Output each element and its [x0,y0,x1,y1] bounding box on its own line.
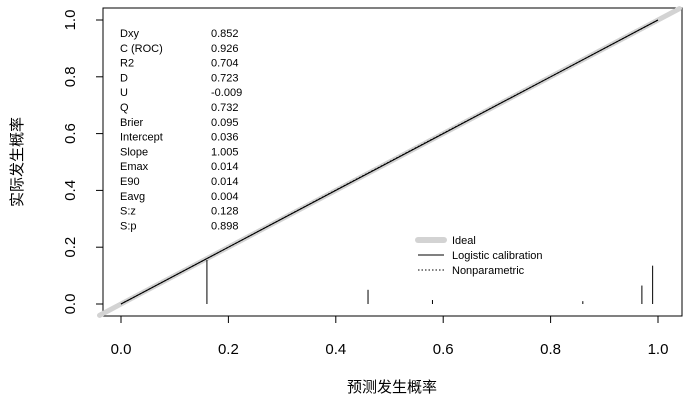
stat-value: 0.014 [211,176,239,188]
stat-name: E90 [120,176,140,188]
x-tick-label: 0.4 [325,341,346,358]
legend-label: Ideal [452,235,476,247]
stat-value: 0.128 [211,206,239,218]
y-tick-label: 0.6 [62,123,79,144]
stat-name: Q [120,102,129,114]
stat-name: Eavg [120,191,145,203]
stat-value: 0.095 [211,117,239,129]
stat-value: 0.898 [211,220,239,232]
x-tick-label: 0.2 [218,341,239,358]
stat-value: 1.005 [211,146,239,158]
y-tick-label: 0.4 [62,180,79,201]
stat-name: C (ROC) [120,43,163,55]
y-tick-label: 0.8 [62,66,79,87]
stat-value: 0.926 [211,43,239,55]
stat-name: S:z [120,206,136,218]
stat-name: S:p [120,220,137,232]
stat-value: 0.004 [211,191,239,203]
stat-value: 0.723 [211,72,239,84]
plot-frame [102,7,683,317]
x-tick-label: 0.8 [540,341,561,358]
stat-value: 0.732 [211,102,239,114]
x-axis-label: 预测发生概率 [347,378,437,396]
stat-value: -0.009 [211,87,242,99]
stat-value: 0.704 [211,58,239,70]
x-tick-label: 0.6 [433,341,454,358]
legend-label: Nonparametric [452,265,525,277]
stat-name: R2 [120,58,134,70]
y-tick-label: 0.2 [62,237,79,258]
stat-name: U [120,87,128,99]
stat-value: 0.036 [211,132,239,144]
y-tick-label: 0.0 [62,294,79,315]
stat-name: Dxy [120,28,139,40]
x-tick-label: 0.0 [111,341,132,358]
x-tick-label: 1.0 [648,341,669,358]
stat-name: Emax [120,161,149,173]
y-tick-label: 1.0 [62,10,79,31]
stat-name: Intercept [120,132,163,144]
stat-name: Brier [120,117,144,129]
stat-value: 0.852 [211,28,239,40]
series-line-1 [120,19,659,305]
stat-name: D [120,72,128,84]
legend-label: Logistic calibration [452,250,543,262]
stat-value: 0.014 [211,161,239,173]
y-axis-label: 实际发生概率 [8,117,26,207]
stat-name: Slope [120,146,148,158]
